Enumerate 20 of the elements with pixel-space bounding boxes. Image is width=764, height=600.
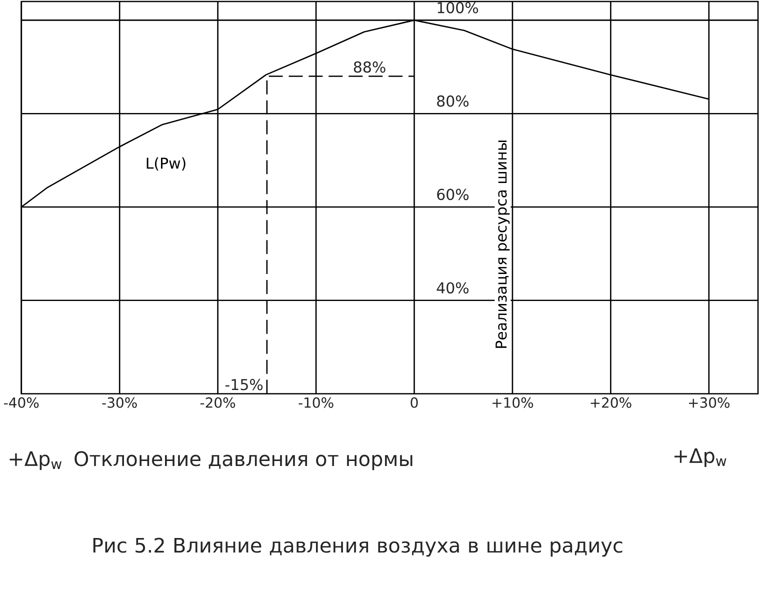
x-tick-label: +30% xyxy=(689,397,730,408)
x-tick-label: -30% xyxy=(102,397,137,408)
x-tick-label: -40% xyxy=(4,397,39,408)
y-tick-label: 60% xyxy=(437,188,469,200)
x-axis-title: Отклонение давления от нормы xyxy=(74,450,412,470)
y-tick-label: 100% xyxy=(438,2,478,14)
y-tick-label: 40% xyxy=(436,282,469,294)
series-label: L(Pw) xyxy=(146,157,186,170)
text: +Δp$_{w}$ xyxy=(10,451,62,470)
text: Рис 5.2 Влияние давления воздуха в шине радиус xyxy=(93,538,622,556)
x-tick-label: -10% xyxy=(298,397,334,408)
y-tick-label: 80% xyxy=(437,95,469,107)
y-axis-title: Реализация ресурса шины xyxy=(496,140,510,348)
x-tick-label: +20% xyxy=(590,397,632,408)
x-tick-label: +10% xyxy=(492,397,534,408)
annotation: 88% xyxy=(354,61,386,73)
text: +Δp$_{w}$ xyxy=(674,448,726,467)
annotation: -15% xyxy=(225,378,263,390)
x-tick-label: 0 xyxy=(410,397,418,408)
x-tick-label: -20% xyxy=(200,397,236,408)
